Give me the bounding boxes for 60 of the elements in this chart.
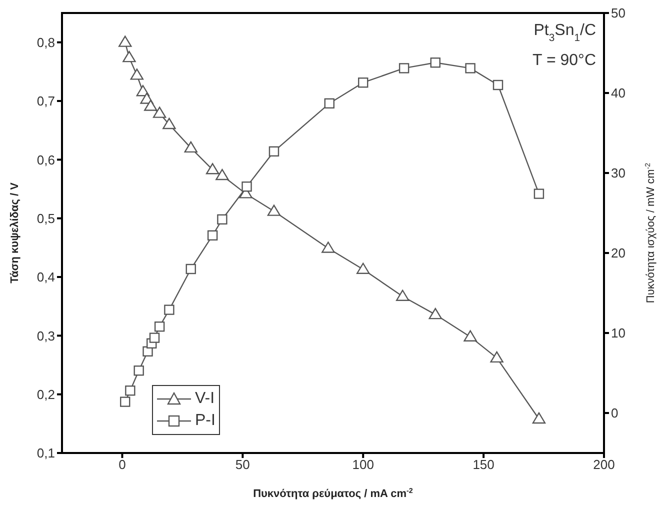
point [398, 63, 410, 74]
point [428, 308, 442, 320]
y-tick-label: 0,5 [36, 210, 55, 226]
point [164, 304, 174, 315]
legend-label: V-I [195, 389, 215, 409]
point [532, 412, 546, 424]
point [492, 80, 504, 90]
point [396, 290, 410, 301]
y2-tick-label: 0 [611, 406, 618, 421]
point [144, 100, 158, 111]
point [162, 118, 176, 130]
point [120, 396, 130, 407]
y-tick-label: 0,2 [36, 386, 55, 402]
y2-tick-label: 30 [611, 166, 626, 181]
point [217, 214, 228, 224]
y-axis-title: Τάση κυψελίδας / V [9, 182, 21, 284]
point [356, 262, 370, 274]
y-tick-label: 0,3 [36, 328, 55, 344]
x-axis-title: Πυκνότητα ρεύματος / mA cm$^{-2}$ [253, 487, 413, 500]
legend-label: P-I [195, 411, 216, 431]
point [465, 63, 476, 74]
x-tick-label: 0 [118, 457, 126, 472]
x-tick-label: 150 [472, 457, 494, 472]
point [242, 182, 252, 192]
point [267, 204, 281, 216]
point [130, 68, 144, 80]
point [216, 168, 229, 180]
point [358, 78, 368, 88]
point [324, 98, 334, 108]
point [134, 366, 144, 376]
point [125, 386, 136, 396]
point [207, 230, 218, 240]
y2-tick-label: 20 [611, 246, 626, 261]
y-tick-label: 0,6 [36, 152, 55, 168]
point [322, 242, 335, 253]
point [118, 36, 132, 47]
annotation: T = 90°C [532, 52, 596, 69]
point [534, 188, 544, 199]
annotation: Pt$_{3}$Sn$_{1}$/C [534, 22, 596, 44]
point [186, 264, 196, 274]
point [184, 141, 198, 153]
point [490, 351, 504, 363]
x-tick-label: 50 [235, 457, 250, 472]
y2-tick-label: 40 [611, 86, 626, 101]
x-tick-label: 100 [352, 457, 374, 472]
y-tick-label: 0,4 [36, 270, 55, 285]
point [464, 330, 477, 342]
y-tick-label: 0,8 [36, 34, 55, 50]
point [268, 146, 280, 156]
point [152, 106, 166, 118]
y2-tick-label: 10 [611, 326, 626, 341]
y-tick-label: 0,1 [36, 446, 55, 461]
y-tick-label: 0,7 [36, 94, 55, 109]
point [154, 322, 165, 332]
y2-tick-label: 50 [611, 6, 626, 21]
point [430, 58, 440, 68]
point [122, 50, 136, 62]
x-tick-label: 200 [593, 457, 615, 472]
point [206, 163, 220, 174]
point [149, 332, 160, 343]
